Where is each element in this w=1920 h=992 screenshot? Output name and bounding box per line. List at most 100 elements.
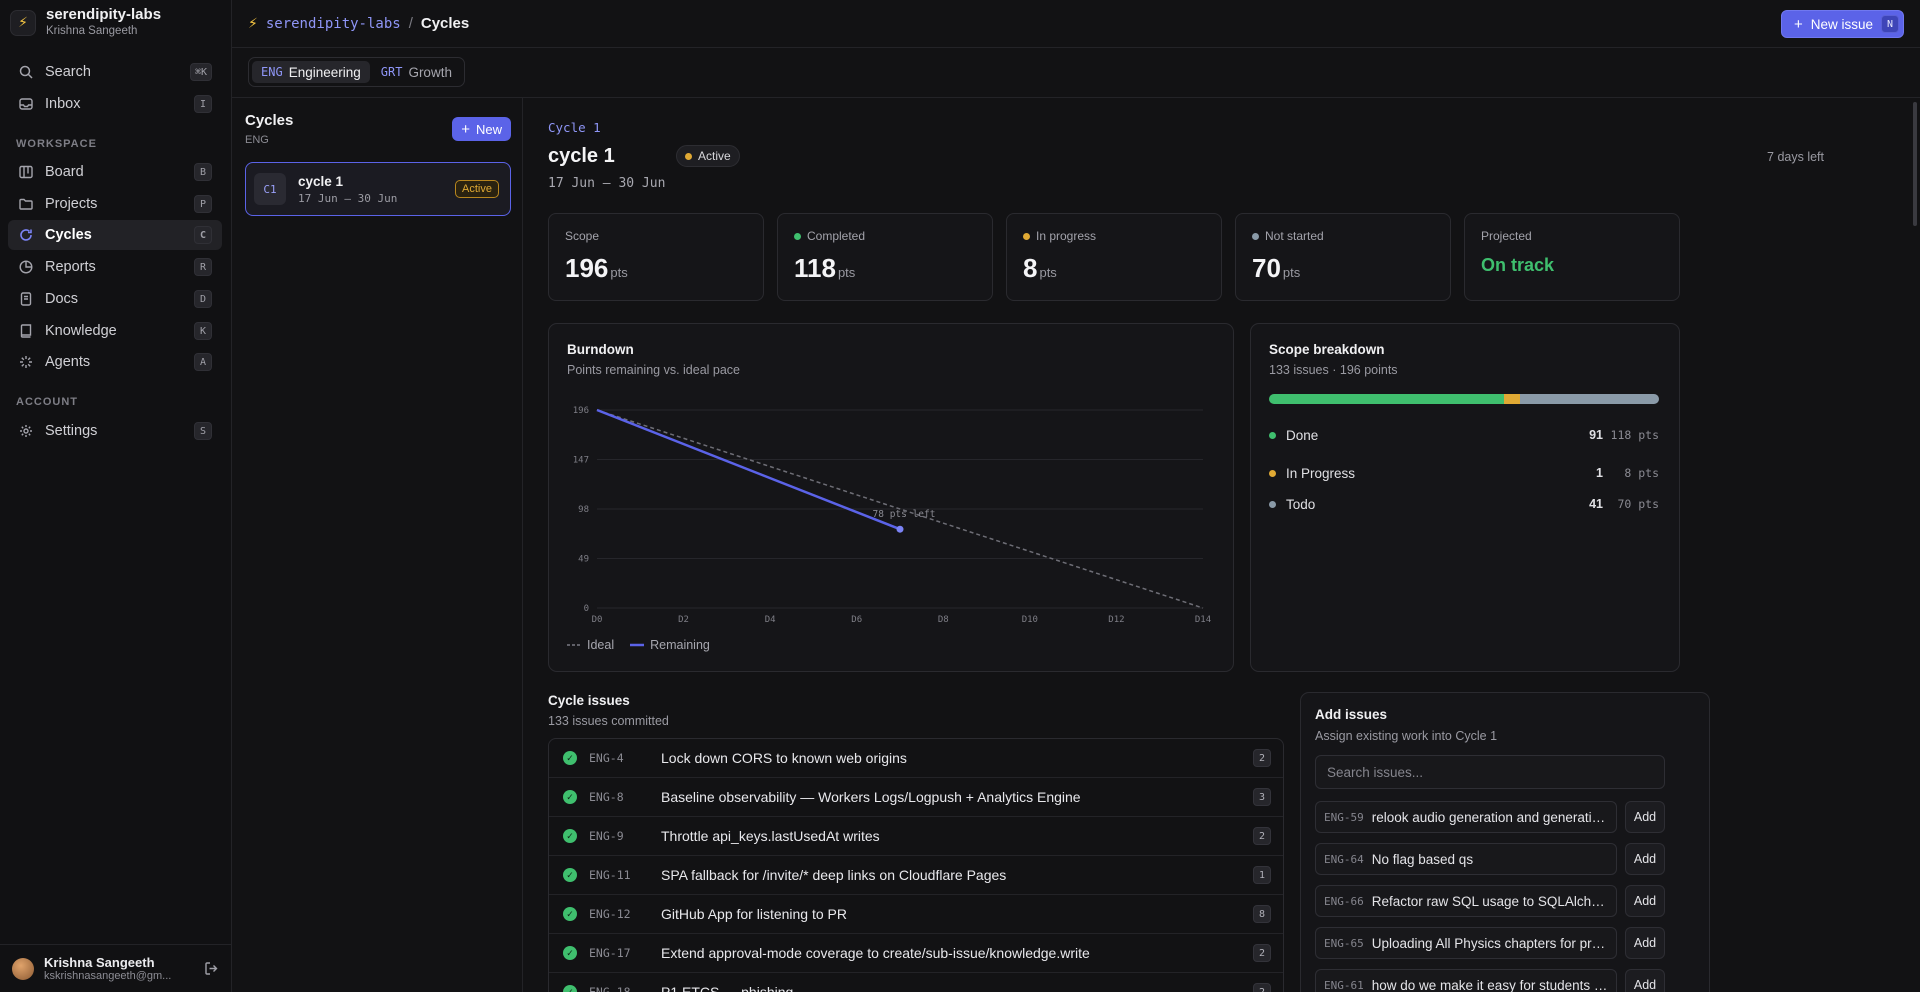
nav-cycles-label: Cycles	[45, 227, 92, 243]
issue-title: how do we make it easy for students to j…	[1371, 977, 1608, 992]
sparkle-icon	[18, 354, 34, 370]
table-row[interactable]: ✓ ENG-17 Extend approval-mode coverage to …	[549, 934, 1283, 973]
y-tick-label: 0	[584, 604, 589, 614]
status-dot	[1269, 431, 1276, 439]
add-issue-button[interactable]: Add	[1625, 885, 1665, 917]
cycle-list-item-dates: 17 Jun – 30 Jun	[298, 191, 398, 205]
scope-row-name: Todo	[1286, 496, 1316, 512]
nav-agents-label: Agents	[45, 354, 91, 370]
table-row[interactable]: ✓ ENG-4 Lock down CORS to known web origin…	[549, 739, 1283, 778]
done-check-icon: ✓	[563, 790, 577, 804]
legend-remaining: Remaining	[630, 638, 710, 652]
docs-icon	[18, 291, 34, 307]
issue-estimate: 1	[1253, 866, 1271, 884]
stat-scope: Scope 196 pts	[548, 213, 764, 301]
nav-search[interactable]: Search ⌘K	[8, 57, 222, 87]
breadcrumb-current: Cycles	[420, 15, 470, 32]
issue-estimate: 2	[1253, 827, 1271, 845]
candidate-issue[interactable]: ENG-59 relook audio generation and genera…	[1315, 801, 1617, 833]
nav-board-kbd: B	[194, 163, 212, 181]
new-issue-button[interactable]: + New issue N	[1780, 10, 1904, 38]
nav-agents[interactable]: Agents A	[8, 347, 222, 377]
cycle-icon	[18, 227, 34, 243]
scope-subtitle: 133 issues · 196 points	[1269, 363, 1398, 377]
issue-estimate: 2	[1253, 749, 1271, 767]
burndown-title: Burndown	[567, 342, 634, 357]
stat-unit: pts	[1039, 265, 1057, 280]
stat-projected: Projected On track	[1464, 213, 1680, 301]
logout-icon[interactable]	[204, 961, 219, 976]
search-issues-input[interactable]	[1315, 755, 1665, 789]
issue-id: ENG-8	[589, 790, 624, 804]
candidate-issue[interactable]: ENG-66 Refactor raw SQL usage to SQLAlche…	[1315, 885, 1617, 917]
remaining-annotation: 78 pts left	[873, 509, 936, 520]
candidate-issue[interactable]: ENG-65 Uploading All Physics chapters for…	[1315, 927, 1617, 959]
add-issues-title: Add issues	[1315, 707, 1388, 722]
issue-id: ENG-17	[589, 946, 631, 960]
cycle-issues-table: ✓ ENG-4 Lock down CORS to known web origin…	[548, 738, 1284, 992]
breadcrumb-org[interactable]: serendipity-labs	[265, 15, 401, 32]
list-item: ENG-66 Refactor raw SQL usage to SQLAlche…	[1315, 885, 1665, 917]
footer-user-name: Krishna Sangeeth	[44, 955, 155, 970]
issue-title: SPA fallback for /invite/* deep links on…	[661, 867, 1007, 883]
scrollbar[interactable]	[1913, 102, 1917, 226]
workspace-switcher[interactable]: ⚡ serendipity-labs Krishna Sangeeth	[10, 6, 161, 39]
breadcrumb: ⚡ serendipity-labs / Cycles	[248, 15, 469, 32]
nav-docs[interactable]: Docs D	[8, 284, 222, 314]
nav-cycles-kbd: C	[194, 226, 212, 244]
team-tab-engineering[interactable]: ENG Engineering	[252, 61, 370, 83]
new-issue-label: New issue	[1810, 16, 1873, 32]
status-badge: Active	[676, 145, 740, 167]
nav-cycles[interactable]: Cycles C	[8, 220, 222, 250]
cycle-eyebrow: Cycle 1	[548, 120, 601, 135]
done-check-icon: ✓	[563, 751, 577, 765]
nav-inbox-label: Inbox	[45, 96, 81, 112]
candidate-issue[interactable]: ENG-61 how do we make it easy for student…	[1315, 969, 1617, 992]
scope-title: Scope breakdown	[1269, 342, 1385, 357]
bolt-icon: ⚡	[10, 9, 36, 36]
table-row[interactable]: ✓ ENG-12 GitHub App for listening to PR 8	[549, 895, 1283, 934]
table-row[interactable]: ✓ ENG-18 P1 ETCS — phishing 2	[549, 973, 1283, 992]
nav-settings[interactable]: Settings S	[8, 416, 222, 446]
stat-value: 70	[1252, 253, 1281, 283]
candidate-issue[interactable]: ENG-64 No flag based qs	[1315, 843, 1617, 875]
issue-estimate: 8	[1253, 905, 1271, 923]
cycle-list-item[interactable]: C1 cycle 1 17 Jun – 30 Jun Active	[245, 162, 511, 216]
add-issue-button[interactable]: Add	[1625, 969, 1665, 992]
stat-unit: pts	[1282, 265, 1301, 280]
nav-knowledge[interactable]: Knowledge K	[8, 316, 222, 346]
footer-user-email: kskrishnasangeeth@gm...	[44, 970, 172, 982]
nav-board[interactable]: Board B	[8, 157, 222, 187]
list-item: ENG-65 Uploading All Physics chapters for…	[1315, 927, 1665, 959]
issue-id: ENG-64	[1324, 852, 1364, 866]
add-issue-button[interactable]: Add	[1625, 927, 1665, 959]
status-label: Active	[698, 149, 731, 163]
nav-search-label: Search	[45, 64, 91, 80]
nav-inbox[interactable]: Inbox I	[8, 89, 222, 119]
y-tick-label: 49	[578, 555, 589, 565]
burndown-panel: Burndown Points remaining vs. ideal pace…	[548, 323, 1234, 672]
table-row[interactable]: ✓ ENG-9 Throttle api_keys.lastUsedAt write…	[549, 817, 1283, 856]
scope-row-points: 8 pts	[1624, 466, 1659, 480]
new-cycle-button[interactable]: + New	[452, 117, 511, 141]
table-row[interactable]: ✓ ENG-8 Baseline observability — Workers L…	[549, 778, 1283, 817]
nav-agents-kbd: A	[194, 353, 212, 371]
list-item: ENG-61 how do we make it easy for student…	[1315, 969, 1665, 992]
issue-id: ENG-9	[589, 829, 624, 843]
stat-label: Not started	[1265, 229, 1324, 243]
avatar[interactable]	[12, 957, 34, 980]
team-tab-growth[interactable]: GRT Growth	[372, 61, 461, 83]
add-issue-button[interactable]: Add	[1625, 843, 1665, 875]
legend-ideal: Ideal	[567, 638, 614, 652]
stat-label: Scope	[565, 229, 600, 243]
plus-icon: +	[461, 120, 470, 138]
table-row[interactable]: ✓ ENG-11 SPA fallback for /invite/* deep l…	[549, 856, 1283, 895]
issue-title: Extend approval-mode coverage to create/…	[661, 945, 1090, 961]
nav-board-label: Board	[45, 164, 84, 180]
nav-projects[interactable]: Projects P	[8, 189, 222, 219]
add-issue-button[interactable]: Add	[1625, 801, 1665, 833]
stat-in-progress: In progress 8 pts	[1006, 213, 1222, 301]
scope-row-count: 41	[1589, 497, 1603, 511]
nav-projects-label: Projects	[45, 196, 98, 212]
nav-reports[interactable]: Reports R	[8, 252, 222, 282]
